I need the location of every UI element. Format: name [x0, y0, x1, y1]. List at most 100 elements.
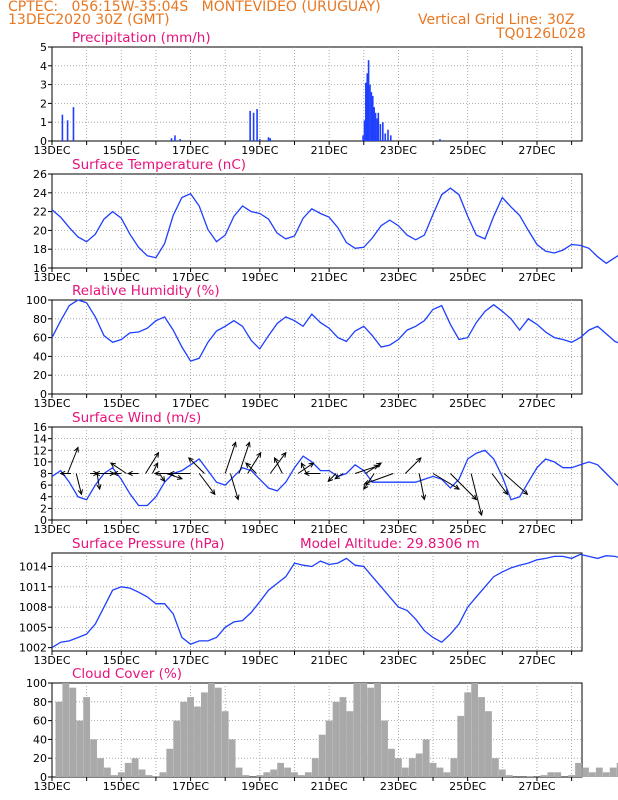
temperature-xtick-label: 15DEC [103, 271, 140, 284]
cloud-bar [110, 775, 118, 777]
cloud-bar [602, 772, 610, 777]
wind-arrow-head [96, 484, 102, 491]
pressure-xtick-label: 25DEC [449, 654, 486, 667]
wind-xtick-label: 25DEC [449, 523, 486, 536]
wind-ytick-label: 0 [40, 514, 47, 527]
cloud-bar [214, 687, 222, 777]
wind-arrow [450, 473, 477, 500]
precip-bar [269, 138, 272, 141]
wind-arrow-head [334, 474, 341, 480]
wind-arrow-head [153, 462, 159, 469]
cloud-bar [346, 711, 354, 777]
wind-arrow-head [160, 476, 166, 483]
wind-arrow-head [231, 441, 237, 448]
temperature-xtick-label: 25DEC [449, 271, 486, 284]
cloud-bar [298, 775, 305, 777]
precip-bar [366, 73, 369, 141]
wind-arrow [110, 462, 127, 474]
humidity-series-line [51, 299, 618, 362]
pressure-xtick-label: 21DEC [311, 654, 348, 667]
wind-arrow-head [416, 457, 422, 463]
wind-arrow-head [471, 494, 478, 501]
humidity-ytick-label: 0 [40, 388, 47, 401]
wind-arrow [238, 442, 250, 474]
wind-arrow-head [245, 441, 251, 448]
temperature-ytick-label: 20 [33, 224, 47, 237]
wind-arrow [152, 462, 159, 474]
wind-arrow [96, 473, 101, 490]
wind-xtick-label: 23DEC [380, 523, 417, 536]
temperature-frame [51, 173, 583, 269]
cloud-bar [124, 762, 132, 777]
temperature-ytick-label: 24 [33, 187, 47, 200]
humidity-xtick-label: 27DEC [518, 397, 555, 410]
cloud-bar [582, 767, 589, 777]
precip-bar [369, 84, 371, 141]
temperature-ytick-label: 16 [33, 262, 47, 275]
cloud-xtick-label: 27DEC [518, 780, 555, 793]
temperature-series-line [51, 187, 618, 265]
pressure-series-line [51, 553, 618, 649]
pressure-ytick-label: 1011 [19, 581, 47, 594]
wind-arrow-head [127, 470, 133, 477]
wind-arrow-head [210, 489, 216, 496]
cloud-xtick-label: 23DEC [380, 780, 417, 793]
precip-bar [389, 135, 392, 141]
wind-arrow [188, 457, 205, 474]
wind-arrow [229, 473, 239, 500]
wind-xtick-label: 17DEC [172, 523, 209, 536]
wind-arrow-head [308, 462, 315, 468]
wind-arrow-head [256, 451, 262, 458]
precip-xtick-label: 13DEC [33, 144, 70, 157]
precip-bar [363, 120, 366, 141]
precip-ytick-label: 4 [40, 60, 47, 73]
cloud-bar [55, 701, 63, 777]
wind-xtick-label: 13DEC [33, 523, 70, 536]
precip-xtick-label: 21DEC [311, 144, 348, 157]
cloud-bar [415, 753, 423, 777]
cloud-bar [117, 772, 125, 777]
cloud-ytick-label: 40 [33, 733, 47, 746]
precip-ytick-label: 1 [40, 116, 47, 129]
cloud-bar [464, 692, 472, 777]
precip-bar [267, 137, 270, 141]
humidity-xtick-label: 19DEC [241, 397, 278, 410]
temperature-ytick-label: 26 [33, 168, 47, 181]
wind-arrow [166, 473, 183, 480]
cloud-bar [242, 775, 250, 777]
wind-arrow-head [73, 446, 79, 453]
pressure-ytick-label: 1002 [19, 642, 47, 655]
precip-frame [51, 46, 583, 142]
humidity-ytick-label: 80 [33, 313, 47, 326]
wind-ytick-label: 6 [40, 479, 47, 492]
cloud-bar [422, 739, 430, 777]
cloud-bar [491, 758, 499, 777]
precip-bar [373, 107, 375, 141]
wind-arrow [334, 473, 344, 480]
wind-arrow-head [154, 451, 160, 458]
wind-arrow-head [59, 470, 66, 477]
cloud-bar [609, 767, 617, 777]
precip-bar [376, 118, 378, 141]
cloud-ytick-label: 100 [26, 677, 47, 690]
precip-xtick-label: 15DEC [103, 144, 140, 157]
cloud-bar [498, 769, 506, 777]
wind-arrow-head [168, 470, 175, 477]
wind-arrow-head [153, 470, 160, 477]
wind-arrow [300, 462, 308, 474]
wind-arrow-head [281, 451, 287, 458]
cloud-bar [235, 767, 243, 777]
precip-xtick-label: 17DEC [172, 144, 209, 157]
cloud-bar [408, 758, 416, 777]
cloud-bar [318, 734, 326, 777]
cloud-bar [291, 772, 298, 777]
cloud-bar [526, 776, 534, 777]
wind-xtick-label: 15DEC [103, 523, 140, 536]
cloud-bar [62, 683, 70, 777]
cloud-bar [304, 772, 312, 777]
temperature-panel: 16 18 20 22 24 26 13DEC 15DEC 17DEC 19DEC 21DEC 23D… [33, 157, 618, 284]
wind-arrow-head [94, 470, 101, 477]
cloud-bar [270, 769, 278, 777]
precip-xtick-label: 27DEC [518, 144, 555, 157]
